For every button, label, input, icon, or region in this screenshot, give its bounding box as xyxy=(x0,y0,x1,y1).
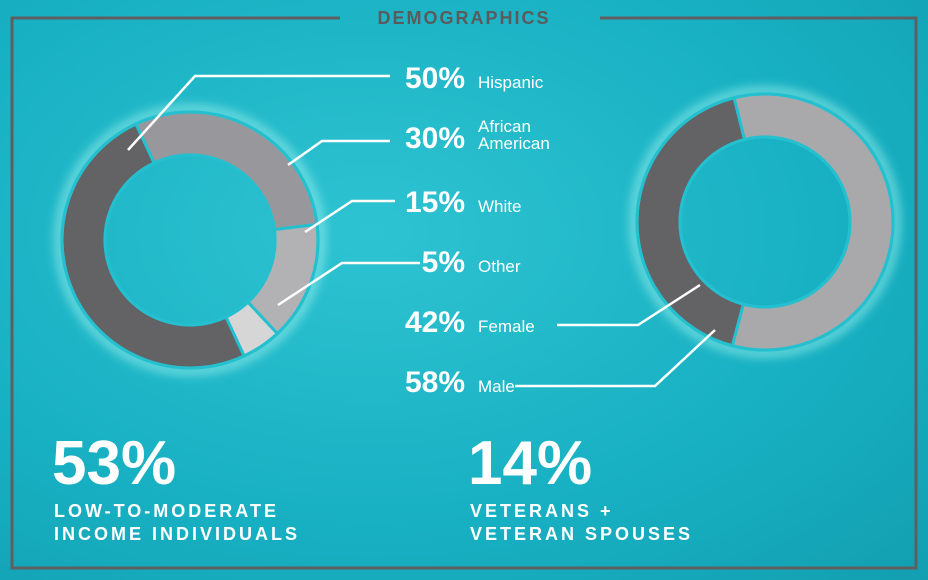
value-label: 58% xyxy=(375,366,465,400)
category-label: African American xyxy=(478,118,588,152)
value-label: 50% xyxy=(375,62,465,96)
value-label: 5% xyxy=(375,246,465,280)
donut-segment xyxy=(136,112,317,230)
value-label: 15% xyxy=(375,186,465,220)
stat-label: VETERANS + xyxy=(470,500,614,523)
stat-label: INCOME INDIVIDUALS xyxy=(54,523,300,546)
donut-segment xyxy=(732,94,893,350)
value-label: 42% xyxy=(375,306,465,340)
category-label: Hispanic xyxy=(478,74,588,91)
category-label: Other xyxy=(478,258,588,275)
stat-value: 14% xyxy=(468,428,592,499)
infographic: DEMOGRAPHICS 50% Hispanic 30% African Ameri… xyxy=(0,0,928,580)
stat-value: 53% xyxy=(52,428,176,499)
title: DEMOGRAPHICS xyxy=(0,8,928,29)
stat-label: LOW-TO-MODERATE xyxy=(54,500,279,523)
category-label: White xyxy=(478,198,588,215)
stat-label: VETERAN SPOUSES xyxy=(470,523,693,546)
donut-segment xyxy=(637,98,744,346)
category-label: Female xyxy=(478,318,588,335)
donut-edge xyxy=(105,155,275,325)
category-label: Male xyxy=(478,378,588,395)
donut-edge xyxy=(680,137,850,307)
value-label: 30% xyxy=(375,122,465,156)
